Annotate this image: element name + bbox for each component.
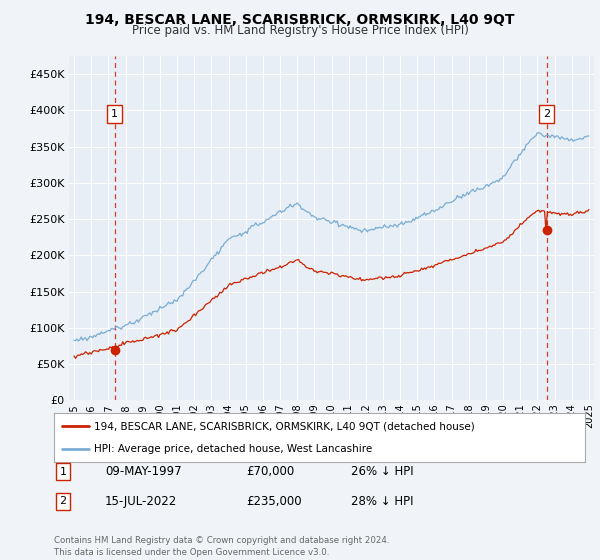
Text: 26% ↓ HPI: 26% ↓ HPI [351, 465, 413, 478]
Text: Price paid vs. HM Land Registry's House Price Index (HPI): Price paid vs. HM Land Registry's House … [131, 24, 469, 38]
Text: £70,000: £70,000 [246, 465, 294, 478]
Text: Contains HM Land Registry data © Crown copyright and database right 2024.
This d: Contains HM Land Registry data © Crown c… [54, 536, 389, 557]
Text: £235,000: £235,000 [246, 494, 302, 508]
Text: 194, BESCAR LANE, SCARISBRICK, ORMSKIRK, L40 9QT: 194, BESCAR LANE, SCARISBRICK, ORMSKIRK,… [85, 13, 515, 27]
Text: 28% ↓ HPI: 28% ↓ HPI [351, 494, 413, 508]
Text: 194, BESCAR LANE, SCARISBRICK, ORMSKIRK, L40 9QT (detached house): 194, BESCAR LANE, SCARISBRICK, ORMSKIRK,… [94, 421, 475, 431]
Text: 15-JUL-2022: 15-JUL-2022 [105, 494, 177, 508]
Text: 1: 1 [59, 466, 67, 477]
Text: 09-MAY-1997: 09-MAY-1997 [105, 465, 182, 478]
Text: 2: 2 [59, 496, 67, 506]
Text: 1: 1 [111, 109, 118, 119]
Text: HPI: Average price, detached house, West Lancashire: HPI: Average price, detached house, West… [94, 444, 372, 454]
Text: 2: 2 [543, 109, 550, 119]
